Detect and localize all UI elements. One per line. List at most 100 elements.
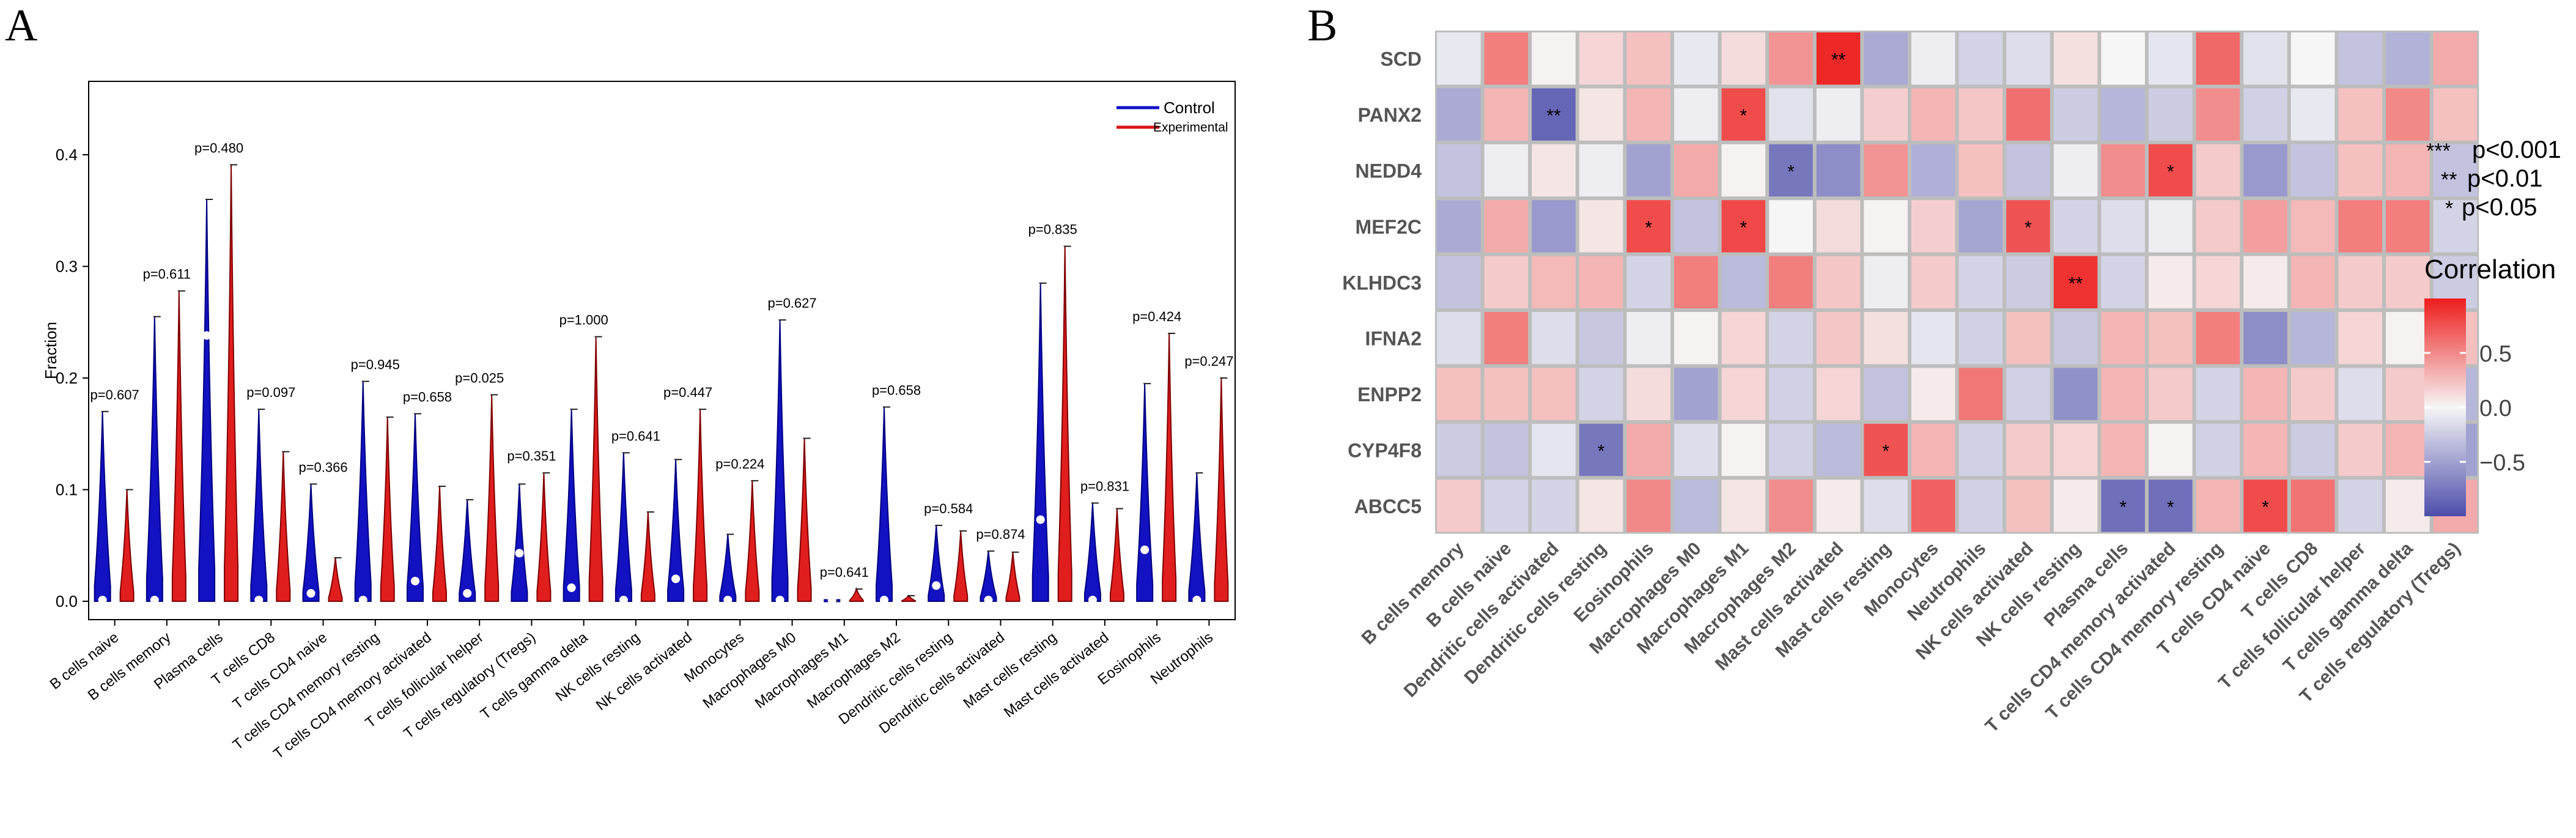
control-median-dot: [880, 596, 889, 604]
significance-marker: **: [1546, 106, 1561, 126]
heatmap-cell: [2053, 200, 2098, 253]
control-violin: [1136, 384, 1154, 602]
heatmap-cell: [1958, 368, 2003, 420]
y-tick-label: 0.3: [56, 258, 78, 276]
heatmap-cell: [1721, 32, 1766, 85]
significance-marker: *: [1787, 162, 1795, 182]
control-median-dot: [358, 596, 367, 604]
experimental-violin: [693, 409, 708, 602]
heatmap-cell: [1532, 368, 1576, 420]
heatmap-cell: [1626, 312, 1670, 365]
heatmap-cell: [1674, 256, 1718, 308]
heatmap-column-label: Plasma cells: [2040, 538, 2132, 631]
control-median-dot: [463, 589, 472, 598]
control-median-dot: [567, 583, 576, 592]
heatmap-panel: **** ** ** * **** ** * * SCDPANX2NEDD4MEF2CKLHD…: [1342, 31, 2561, 736]
heatmap-cell: [1911, 423, 1955, 476]
heatmap-cell: [1769, 368, 1813, 420]
experimental-violin: [119, 489, 135, 602]
p-value-label: p=0.447: [663, 385, 712, 400]
control-median-dot: [1036, 515, 1045, 524]
control-violin: [876, 407, 893, 602]
heatmap-cell: [2290, 32, 2335, 85]
heatmap-cell: [1579, 256, 1623, 308]
p-value-label: p=0.627: [767, 295, 816, 311]
heatmap-cell: [1721, 312, 1766, 365]
heatmap-cell: [1437, 480, 1481, 532]
heatmap-cell: [2101, 368, 2145, 420]
heatmap-cell: [2433, 200, 2478, 253]
heatmap-row-label: ABCC5: [1354, 495, 1422, 517]
heatmap-cell: [2243, 144, 2287, 197]
heatmap-cell: [2149, 200, 2193, 253]
heatmap-cell: [2196, 312, 2240, 365]
heatmap-cell: [1579, 32, 1623, 85]
control-median-dot: [254, 596, 264, 604]
colorbar-tick-label: 0.5: [2479, 341, 2512, 367]
heatmap-cell: [2006, 368, 2050, 420]
significance-marker: *: [2024, 218, 2032, 238]
heatmap-cell: [2338, 32, 2382, 85]
x-tick-label: Macrophages M1: [752, 629, 852, 711]
heatmap-cell: [2386, 32, 2430, 85]
heatmap-cell: [2290, 144, 2335, 197]
legend-control-label: Control: [1164, 98, 1215, 117]
heatmap-cell: [1532, 88, 1576, 141]
heatmap-cell: [2243, 368, 2287, 420]
control-violin: [928, 525, 945, 602]
heatmap-row-label: NEDD4: [1356, 160, 1422, 182]
heatmap-cell: [2386, 312, 2430, 365]
heatmap-cell: [2101, 32, 2145, 85]
heatmap-cell: [1437, 88, 1481, 141]
control-violin: [354, 381, 372, 602]
control-median-dot: [984, 596, 993, 604]
heatmap-cell: [2006, 144, 2050, 197]
heatmap-cell: [1864, 368, 1908, 420]
heatmap-cell: [2149, 312, 2193, 365]
heatmap-cell: [1626, 144, 1670, 197]
heatmap-cell: [2053, 256, 2098, 308]
x-tick-label: Mast cells resting: [961, 629, 1060, 711]
significance-marker: *: [1645, 218, 1652, 238]
experimental-violin: [1005, 552, 1020, 602]
heatmap-cell: [2290, 368, 2335, 420]
control-violin: [511, 484, 528, 602]
heatmap-cell: [2243, 312, 2287, 365]
heatmap-cell: [2053, 32, 2098, 85]
heatmap-cell: [2053, 423, 2098, 476]
control-violin: [614, 453, 632, 602]
heatmap-cell: [2386, 480, 2430, 532]
significance-marker: *: [2262, 497, 2269, 517]
experimental-violin: [276, 451, 291, 602]
control-violin: [94, 411, 111, 602]
heatmap-cell: [2101, 144, 2145, 197]
heatmap-cell: [2386, 144, 2430, 197]
heatmap-cell: [2386, 200, 2430, 253]
heatmap-cell: [1816, 88, 1861, 141]
heatmap-cell: [1674, 480, 1718, 532]
heatmap-cell: [1674, 88, 1718, 141]
legend-experimental-label: Experimental: [1153, 121, 1228, 135]
x-tick-label: NK cells activated: [593, 629, 695, 714]
p-value-label: p=0.097: [246, 385, 295, 400]
heatmap-cell: [2196, 256, 2240, 308]
significance-marker: *: [2119, 497, 2127, 517]
heatmap-cell: [1721, 88, 1766, 141]
heatmap-cell: [1721, 144, 1766, 197]
significance-marker: *: [2167, 497, 2174, 517]
significance-marker: **: [1831, 50, 1846, 70]
heatmap-cell: [1769, 423, 1813, 476]
y-tick-label: 0.4: [56, 146, 78, 164]
heatmap-cell: [2101, 200, 2145, 253]
heatmap-cell: [2243, 200, 2287, 253]
control-median-dot: [619, 596, 628, 604]
heatmap-cell: [1816, 256, 1861, 308]
heatmap-cell: [1484, 88, 1529, 141]
heatmap-cell: [1769, 88, 1813, 141]
experimental-violin: [380, 417, 395, 602]
control-violin: [1188, 473, 1206, 602]
significance-legend-text: p<0.05: [2462, 194, 2537, 221]
heatmap-cell: [1864, 32, 1908, 85]
heatmap-cell: [1816, 368, 1861, 420]
